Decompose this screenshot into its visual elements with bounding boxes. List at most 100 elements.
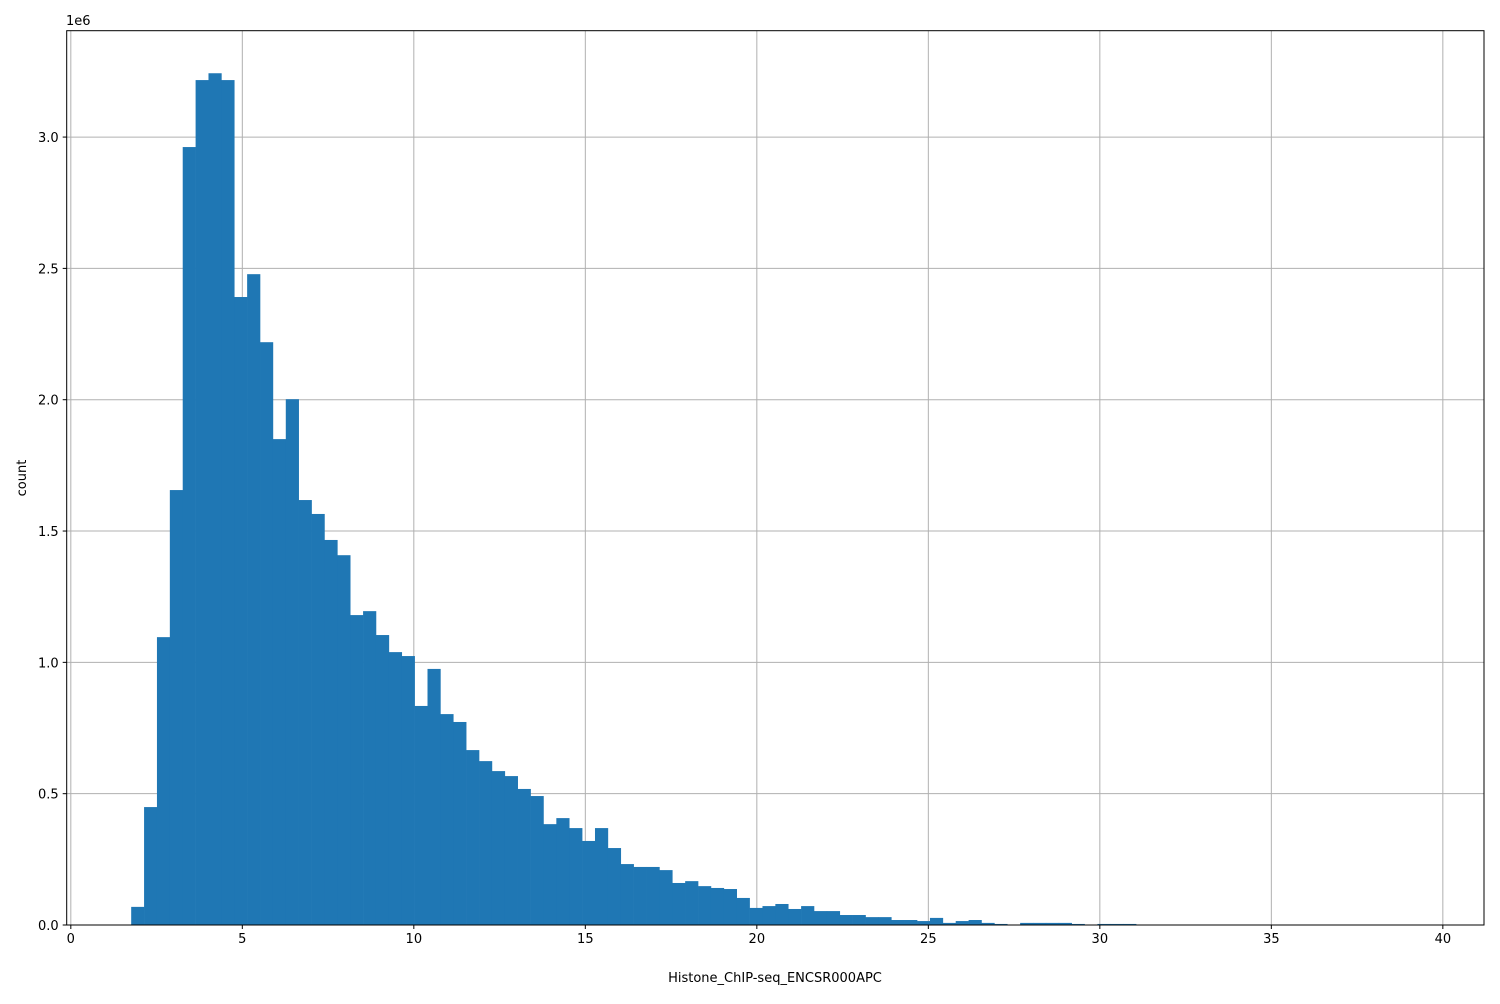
histogram-bar — [968, 920, 982, 925]
histogram-bar — [1020, 922, 1034, 925]
histogram-bar — [646, 866, 660, 925]
histogram-bar — [1058, 922, 1072, 925]
histogram-bar — [337, 555, 351, 925]
y-tick-label: 2.5 — [38, 262, 59, 277]
histogram-bar — [839, 915, 853, 925]
histogram-bar — [981, 922, 995, 925]
histogram-bar — [801, 906, 815, 925]
histogram-bar — [685, 881, 699, 925]
histogram-bar — [247, 274, 261, 925]
histogram-bar — [144, 807, 158, 925]
histogram-bar — [208, 73, 222, 926]
histogram-bar — [917, 921, 931, 925]
histogram-bar — [1110, 923, 1124, 925]
y-tick-label: 3.0 — [38, 131, 59, 146]
histogram-bar — [775, 903, 789, 925]
x-tick-label: 5 — [238, 932, 246, 947]
x-axis-ticks: 0 5 10 15 20 25 30 35 40 — [67, 925, 1451, 947]
x-tick-label: 15 — [577, 932, 594, 947]
histogram-bar — [556, 818, 570, 925]
histogram-bar — [620, 864, 634, 925]
histogram-bar — [788, 908, 802, 925]
histogram-bar — [543, 824, 557, 925]
histogram-bar — [156, 637, 171, 925]
histogram-bar — [1097, 923, 1111, 925]
histogram-bar — [504, 776, 518, 925]
y-axis-label: count — [15, 460, 30, 497]
histogram-bar — [826, 911, 841, 925]
histogram-bar — [672, 882, 686, 925]
x-tick-label: 40 — [1435, 932, 1452, 947]
x-tick-label: 20 — [749, 932, 766, 947]
histogram-bar — [285, 399, 299, 926]
histogram-bar — [710, 887, 725, 925]
histogram-bar — [633, 866, 647, 925]
histogram-bar — [479, 761, 493, 925]
histogram-bar — [350, 615, 364, 925]
histogram-bar — [298, 500, 312, 925]
y-axis-ticks: 0.0 0.5 1.0 1.5 2.0 2.5 3.0 — [38, 131, 67, 934]
histogram-bar — [698, 886, 712, 925]
histogram-bar — [131, 906, 145, 925]
histogram-bar — [388, 652, 403, 925]
histogram-bar — [427, 668, 441, 925]
histogram-bar — [749, 907, 763, 925]
y-tick-label: 2.0 — [38, 394, 59, 409]
histogram-bar — [762, 906, 776, 925]
x-tick-label: 35 — [1263, 932, 1280, 947]
histogram-bar — [659, 870, 673, 925]
histogram-bar — [852, 915, 866, 925]
y-tick-label: 0.5 — [38, 788, 59, 803]
histogram-bar — [324, 539, 338, 925]
y-tick-label: 0.0 — [38, 919, 59, 934]
histogram-bar — [363, 611, 377, 925]
histogram-bar — [375, 635, 390, 925]
y-offset-label: 1e6 — [66, 14, 91, 29]
histogram-bar — [1045, 922, 1060, 925]
histogram-bar — [994, 923, 1008, 925]
histogram-bar — [491, 771, 506, 925]
histogram-bar — [221, 80, 235, 926]
x-tick-label: 0 — [67, 932, 75, 947]
x-tick-label: 10 — [406, 932, 423, 947]
histogram-bar — [401, 656, 415, 925]
histogram-bar — [891, 920, 905, 925]
histogram-bar — [169, 490, 184, 925]
x-tick-label: 30 — [1092, 932, 1109, 947]
y-tick-label: 1.5 — [38, 525, 59, 540]
histogram-bar — [234, 297, 248, 926]
histogram-bar — [440, 714, 454, 925]
histogram-bar — [594, 828, 609, 925]
y-tick-label: 1.0 — [38, 656, 59, 671]
histogram-bar — [736, 897, 750, 925]
histogram-bar — [582, 840, 596, 925]
histogram-bar — [878, 917, 892, 925]
histogram-bar — [260, 342, 274, 925]
histogram-bar — [942, 922, 957, 925]
histogram-bar — [182, 147, 196, 926]
bars — [131, 73, 1137, 926]
histogram-bar — [311, 513, 325, 925]
histogram-bar — [1071, 923, 1085, 925]
histogram-bar — [453, 721, 467, 925]
histogram-bar — [195, 80, 209, 926]
histogram-bar — [1123, 923, 1137, 925]
plot-frame — [66, 30, 1485, 926]
histogram-bar — [865, 917, 879, 925]
histogram-bar — [607, 848, 622, 925]
histogram-bar — [530, 796, 544, 925]
histogram-bar — [723, 889, 738, 925]
histogram-bar — [466, 750, 480, 925]
histogram-bar — [272, 439, 287, 925]
x-tick-label: 25 — [920, 932, 937, 947]
x-axis-label: Histone_ChIP-seq_ENCSR000APC — [668, 971, 882, 986]
histogram-bar — [1033, 922, 1047, 925]
histogram-bar — [813, 911, 828, 925]
histogram-bar — [929, 917, 944, 925]
histogram-bar — [414, 705, 428, 925]
histogram-bar — [904, 920, 918, 925]
histogram-bar — [955, 921, 969, 925]
histogram-bar — [569, 828, 583, 925]
histogram-bar — [517, 788, 531, 925]
